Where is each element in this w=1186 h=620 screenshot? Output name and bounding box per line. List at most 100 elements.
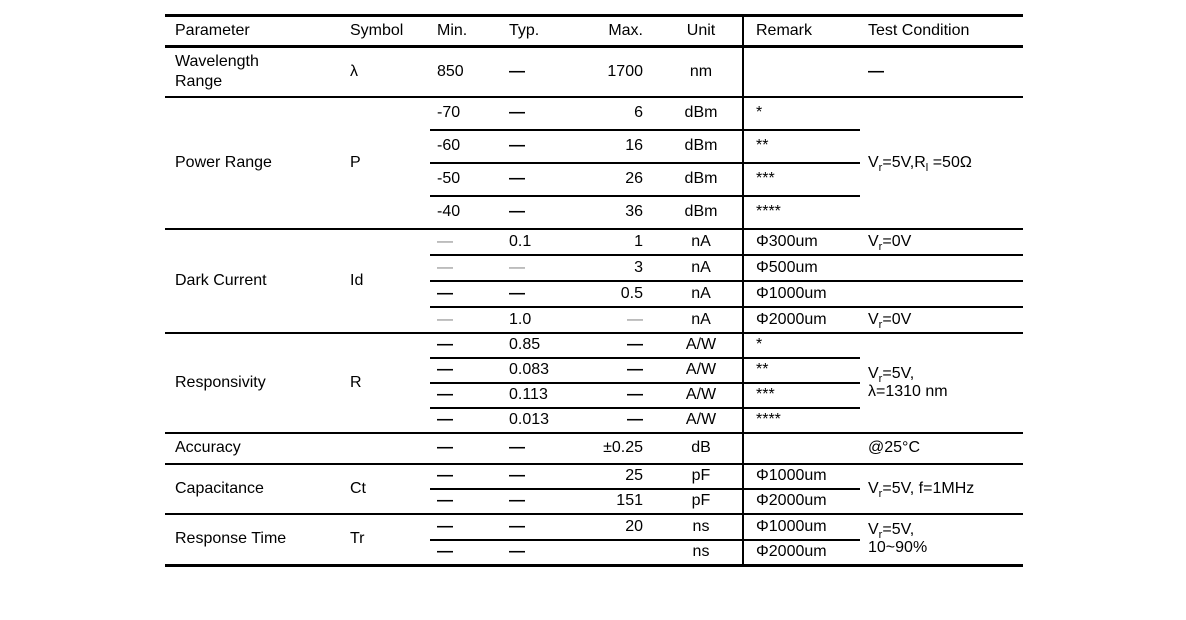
col-header-remark: Remark [742,15,860,48]
test-text: 10~90% [868,539,928,557]
cell-min: — [430,513,497,541]
cell-remark: Φ500um [742,254,860,282]
cell-remark: Φ300um [742,228,860,256]
symbol-tr: Tr [340,513,430,567]
cell-unit: A/W [660,407,743,434]
cell-test-condition: Vr=5V, 10~90% [860,513,1023,567]
cell-max: 20 [577,513,660,541]
cell-typ: — [497,280,577,308]
cell-typ: — [497,46,577,98]
cell-unit: nA [660,228,743,256]
cell-min: — [430,382,497,409]
cell-typ: — [497,513,577,541]
symbol-p: P [340,96,430,230]
cell-typ: 0.1 [497,228,577,256]
test-text: =50Ω [928,153,972,171]
row-responsivity-2: — 0.083 — A/W ** [165,357,1023,384]
cell-max: 1 [577,228,660,256]
cell-min: — [430,432,497,465]
test-text: =5V, [882,521,915,539]
cell-unit: A/W [660,332,743,359]
test-text: V [868,479,879,497]
cell-unit: dBm [660,96,743,131]
cell-test-condition [860,254,1023,282]
cell-test-condition: Vr=5V, λ=1310 nm [860,332,1023,434]
cell-min: — [430,332,497,359]
cell-min: — [430,228,497,256]
col-header-min: Min. [430,15,497,48]
row-responsivity-4: — 0.013 — A/W **** [165,407,1023,434]
cell-remark: *** [742,382,860,409]
test-sub: r [878,529,883,542]
cell-remark: Φ1000um [742,280,860,308]
cell-min: -40 [430,195,497,230]
test-sub: r [878,487,883,500]
row-dark-current-3: — — 0.5 nA Φ1000um [165,280,1023,308]
col-header-parameter: Parameter [165,15,340,48]
cell-max: 1700 [577,46,660,98]
test-text: =0V [882,310,912,328]
test-text: =5V, f=1MHz [882,479,975,497]
test-text: =5V, [882,364,915,382]
cell-test-condition [860,280,1023,308]
cell-test-condition: Vr=0V [860,228,1023,256]
test-text: λ=1310 nm [868,382,948,400]
row-accuracy: Accuracy — — ±0.25 dB @25°C [165,432,1023,465]
cell-test-condition: Vr=5V,Rl =50Ω [860,96,1023,230]
cell-max: 6 [577,96,660,131]
test-sub: r [878,240,883,253]
cell-typ: — [497,254,577,282]
cell-min: — [430,280,497,308]
cell-remark: **** [742,195,860,230]
row-capacitance-1: Capacitance Ct — — 25 pF Φ1000um Vr=5V, … [165,463,1023,515]
row-capacitance-2: — — 151 pF Φ2000um [165,488,1023,515]
param-label: Wavelength Range [175,52,259,90]
row-dark-current-2: — — 3 nA Φ500um [165,254,1023,282]
cell-max: 25 [577,463,660,490]
test-text: =0V [882,232,912,250]
row-dark-current-4: — 1.0 — nA Φ2000um Vr=0V [165,306,1023,334]
cell-min: -60 [430,129,497,164]
param-dark-current: Dark Current [165,228,340,334]
cell-typ: — [497,488,577,515]
row-response-time-2: — — ns Φ2000um [165,539,1023,567]
cell-typ: — [497,195,577,230]
cell-remark: **** [742,407,860,434]
row-power-range-2: -60 — 16 dBm ** [165,129,1023,164]
cell-unit: pF [660,463,743,490]
cell-max: 36 [577,195,660,230]
cell-max [577,539,660,567]
cell-unit: dB [660,432,743,465]
col-header-test-condition: Test Condition [860,15,1023,48]
cell-min: — [430,539,497,567]
test-text: V [868,153,879,171]
cell-max: ±0.25 [577,432,660,465]
cell-unit: pF [660,488,743,515]
param-response-time: Response Time [165,513,340,567]
cell-typ: — [497,539,577,567]
test-text: =5V,R [882,153,926,171]
cell-unit: A/W [660,382,743,409]
cell-typ: — [497,129,577,164]
symbol-r: R [340,332,430,434]
cell-min: — [430,357,497,384]
header-row: Parameter Symbol Min. Typ. Max. Unit Rem… [165,15,1023,48]
cell-max: 16 [577,129,660,164]
row-power-range-3: -50 — 26 dBm *** [165,162,1023,197]
row-response-time-1: Response Time Tr — — 20 ns Φ1000um Vr=5V… [165,513,1023,567]
cell-unit: ns [660,539,743,567]
cell-typ: — [497,96,577,131]
cell-max: 151 [577,488,660,515]
cell-typ: — [497,162,577,197]
cell-remark: Φ1000um [742,463,860,490]
cell-min: 850 [430,46,497,98]
cell-min: — [430,488,497,515]
col-header-typ: Typ. [497,15,577,48]
param-wavelength-range: Wavelength Range [165,46,340,98]
cell-max: — [577,407,660,434]
cell-max: — [577,382,660,409]
cell-typ: 1.0 [497,306,577,334]
cell-unit: nm [660,46,743,98]
col-header-symbol: Symbol [340,15,430,48]
cell-min: — [430,407,497,434]
